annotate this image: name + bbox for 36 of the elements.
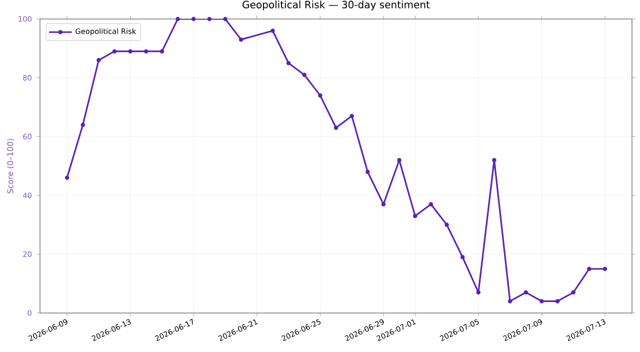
chart-title: Geopolitical Risk — 30-day sentiment [242,0,430,10]
point [223,16,228,22]
point [270,28,275,33]
point [112,49,117,54]
point [366,170,370,174]
point [555,299,560,304]
point [96,58,101,62]
point [460,254,465,260]
point [302,72,306,77]
point [587,266,592,272]
point [571,290,576,295]
point [176,16,180,22]
point [412,214,418,218]
point [286,60,291,66]
point [397,158,402,162]
point [80,122,85,127]
point [428,202,434,206]
point [64,176,70,180]
point [492,158,496,162]
point [191,16,196,22]
point [160,49,164,54]
point [602,266,608,272]
point [524,290,528,295]
point [444,222,449,227]
y-axis-title: Score (0–100) [7,138,14,194]
point [207,16,212,22]
point [238,37,244,42]
point [540,299,544,304]
point [381,202,386,206]
point [476,290,481,295]
point [334,126,338,130]
point [144,49,148,54]
point [350,114,354,118]
point [318,93,322,98]
point [128,49,132,54]
point [508,299,512,304]
